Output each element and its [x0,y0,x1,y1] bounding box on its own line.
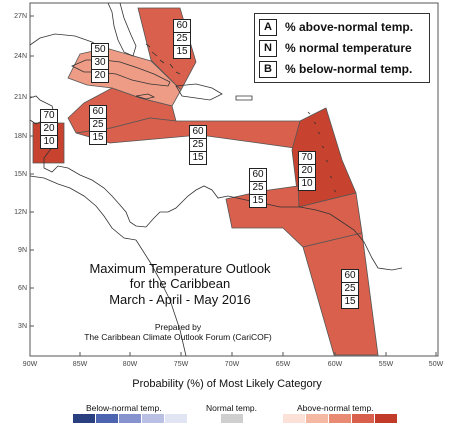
lon-tick-label: 60W [328,361,343,368]
colorbar-swatch-below [119,414,141,423]
lon-tick-label: 85W [73,361,88,368]
prob-above: 60 [190,126,206,139]
prob-stack-eastern-caribbean: 70 20 10 [298,151,316,191]
legend-row-below: B % below-normal temp. [259,60,412,78]
map-title-line1: Maximum Temperature Outlook [89,261,271,276]
lon-tick-label: 65W [276,361,291,368]
prob-normal: 30 [92,57,108,70]
legend-row-normal: N % normal temperature [259,39,412,57]
colorbar-above-label: Above-normal temp. [297,403,374,413]
prob-stack-guianas: 60 25 15 [341,269,359,309]
lat-tick-label: 3N [18,323,27,330]
lon-tick-label: 55W [379,361,394,368]
lat-tick-label: 27N [14,13,27,20]
prob-below: 15 [252,195,264,206]
lon-tick-label: 70W [225,361,240,368]
colorbar-swatch-above [352,414,374,423]
legend-label-above: % above-normal temp. [285,20,414,34]
prob-stack-belize: 70 20 10 [40,109,58,149]
prob-above: 70 [299,152,315,165]
prob-normal: 20 [41,123,57,136]
map-title-line3: March - April - May 2016 [109,292,251,307]
prob-below: 15 [92,132,104,143]
colorbar-swatch-above [375,414,397,423]
colorbar-swatch-below [96,414,118,423]
legend-row-above: A % above-normal temp. [259,18,413,36]
prob-below: 10 [43,136,55,147]
colorbar-swatch-above [306,414,328,423]
colorbar-swatch-below [73,414,95,423]
lat-tick-label: 12N [14,209,27,216]
prepared-by-line1: Prepared by [154,322,202,332]
colorbar-swatch-below [165,414,187,423]
lat-tick-label: 9N [18,247,27,254]
lat-tick-label: 21N [14,94,27,101]
category-legend: A % above-normal temp. N % normal temper… [254,13,430,83]
lat-tick-label: 15N [14,171,27,178]
colorbar-swatch-above [283,414,305,423]
prob-below: 15 [176,46,188,57]
prob-above: 70 [41,110,57,123]
lon-tick-label: 50W [429,361,444,368]
lat-tick-label: 6N [18,285,27,292]
lat-ticks: 27N 24N 21N 18N 15N 12N 9N 6N 3N [14,13,34,330]
prob-below: 15 [344,296,356,307]
prepared-by-line2: The Caribbean Climate Outlook Forum (Car… [84,332,272,342]
legend-key-normal: N [259,39,277,57]
lon-ticks: 90W 85W 80W 75W 70W 65W 60W 55W 50W [23,352,444,368]
prob-stack-bahamas: 60 25 15 [173,19,191,59]
prob-normal: 20 [299,165,315,178]
colorbar-normal-label: Normal temp. [206,403,258,413]
colorbar-swatch-above [329,414,351,423]
prob-below: 20 [94,70,106,81]
colorbar-title: Probability (%) of Most Likely Category [132,378,322,390]
prob-stack-caribbean-north: 60 25 15 [189,125,207,165]
prob-stack-hispaniola-jamaica: 60 25 15 [89,105,107,145]
lat-tick-label: 24N [14,53,27,60]
prob-above: 60 [174,20,190,33]
prob-below: 15 [192,152,204,163]
prob-above: 50 [92,44,108,57]
prob-normal: 25 [342,283,358,296]
colorbar-below-label: Below-normal temp. [86,403,162,413]
prob-normal: 25 [190,139,206,152]
legend-key-above: A [259,18,277,36]
lon-tick-label: 80W [123,361,138,368]
prob-above: 60 [250,169,266,182]
prob-above: 60 [90,106,106,119]
colorbar-swatch-normal [221,414,243,423]
lon-tick-label: 90W [23,361,38,368]
prob-normal: 25 [174,33,190,46]
prob-stack-cuba: 50 30 20 [91,43,109,83]
prob-above: 60 [342,270,358,283]
prob-below: 10 [301,178,313,189]
prob-normal: 25 [250,182,266,195]
prob-stack-southern-caribbean: 60 25 15 [249,168,267,208]
lon-tick-label: 75W [174,361,189,368]
region-guianas [302,232,379,356]
lat-tick-label: 18N [14,133,27,140]
prob-normal: 25 [90,119,106,132]
legend-label-normal: % normal temperature [285,41,412,55]
legend-label-below: % below-normal temp. [285,62,413,76]
colorbar-swatch-below [142,414,164,423]
map-title-line2: for the Caribbean [129,276,231,291]
legend-key-below: B [259,60,277,78]
